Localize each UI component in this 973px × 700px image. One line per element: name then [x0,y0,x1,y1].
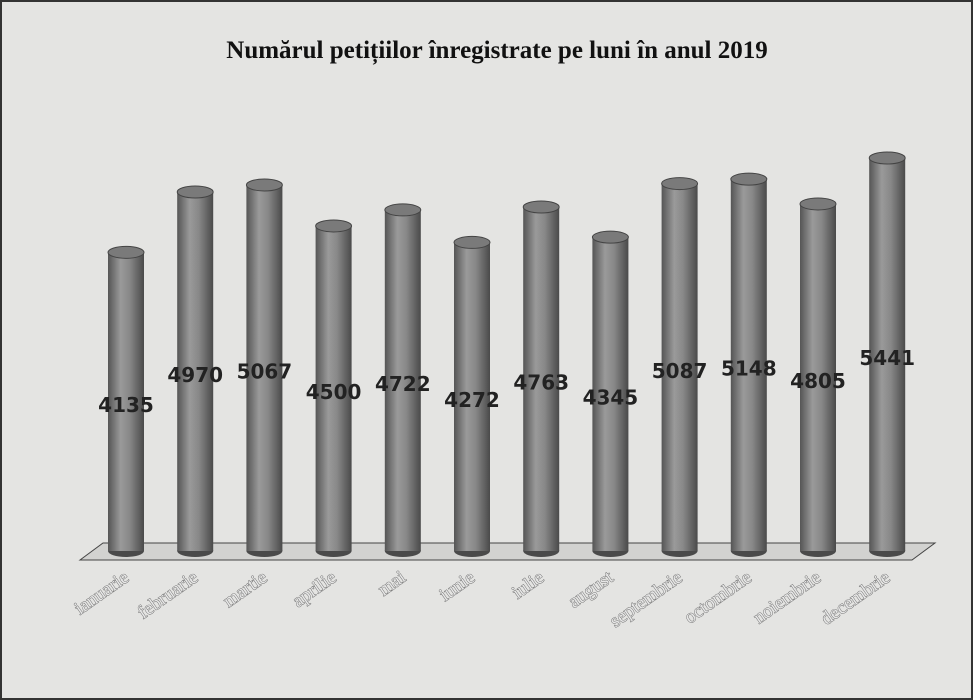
value-label: 4500 [306,380,362,404]
bar-cap [661,177,699,191]
bar-cap [315,219,353,233]
bar-cap [453,235,491,249]
value-label: 4272 [444,388,500,412]
value-label: 4345 [583,386,639,410]
value-label: 5441 [859,346,915,370]
floor [78,542,937,561]
bar-cap [245,178,283,192]
bar [730,179,767,551]
value-label: 5067 [237,360,293,384]
value-label: 4135 [98,393,154,417]
bar-cap [384,203,422,217]
value-label: 4970 [167,363,223,387]
bar-cap [799,197,837,211]
bar-cap [730,172,768,186]
value-label: 4722 [375,372,431,396]
bar-cap [176,185,214,199]
bar-cap [591,230,629,244]
bar [108,252,144,552]
bar [454,242,490,551]
bar-cap [868,151,906,165]
value-label: 5148 [721,357,777,381]
value-label: 4805 [790,369,846,393]
bar-cap [107,245,145,259]
bar [315,225,352,551]
bar [523,206,560,552]
value-label: 5087 [652,359,708,383]
bar [384,209,421,551]
chart-title: Numărul petițiilor înregistrate pe luni … [226,37,767,65]
bar [661,183,698,551]
value-label: 4763 [513,370,569,394]
bar [246,185,283,551]
bar [177,192,214,552]
bar [869,158,906,551]
bar [800,203,836,552]
bar [592,237,629,551]
bar-cap [522,200,560,214]
